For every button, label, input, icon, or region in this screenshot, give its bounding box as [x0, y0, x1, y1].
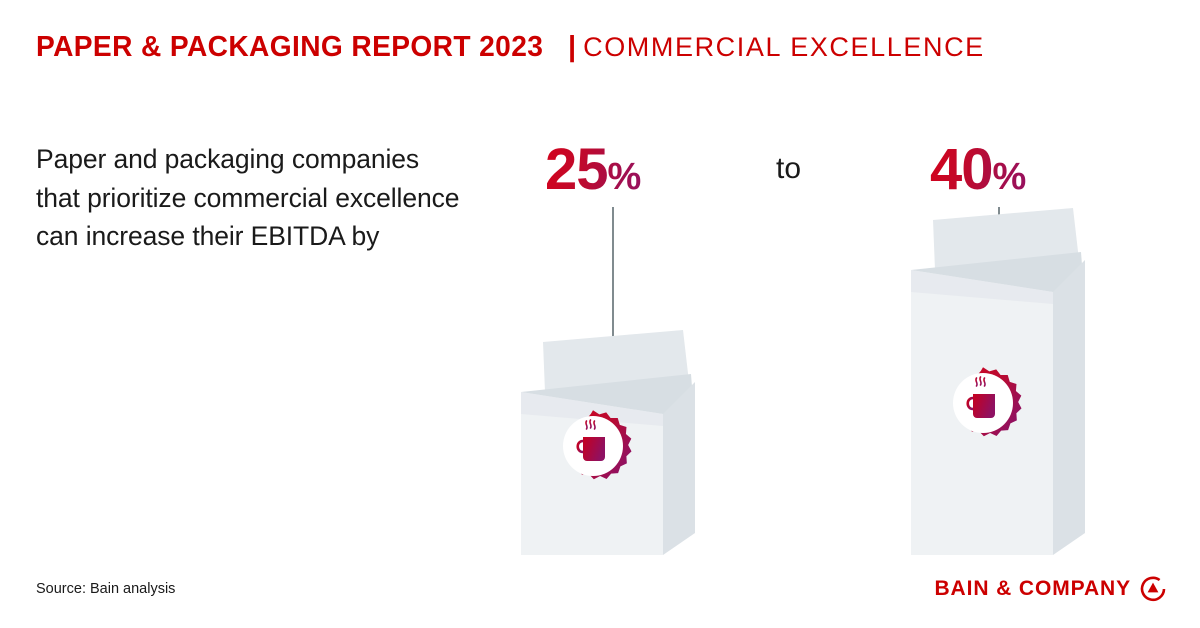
- source-note: Source: Bain analysis: [36, 581, 176, 597]
- bain-logo-text: BAIN & COMPANY: [934, 577, 1131, 600]
- report-title-light: COMMERCIAL EXCELLENCE: [583, 32, 985, 62]
- stat-value-high: 40%: [930, 141, 1026, 199]
- stat-unit-high: %: [992, 156, 1026, 198]
- coffee-mug-badge-high: [953, 367, 1022, 437]
- range-connector: to: [776, 152, 802, 185]
- report-header: PAPER & PACKAGING REPORT 2023 | COMMERCI…: [36, 31, 985, 64]
- stat-number-low: 25: [545, 137, 608, 202]
- bain-circle-triangle-icon: [1140, 576, 1166, 602]
- main-statement: Paper and packaging companies that prior…: [36, 144, 460, 251]
- stat-unit-low: %: [607, 156, 641, 198]
- coffee-bag-illustration-high: [895, 208, 1111, 555]
- stat-value-low: 25%: [545, 141, 641, 199]
- header-separator: |: [567, 31, 577, 63]
- coffee-bag-illustration-low: [505, 330, 721, 555]
- coffee-mug-badge-low: [563, 410, 632, 480]
- bain-logo: BAIN & COMPANY: [934, 576, 1166, 602]
- stat-number-high: 40: [930, 137, 993, 202]
- report-title-bold: PAPER & PACKAGING REPORT 2023: [36, 31, 544, 63]
- leader-stem-low: [612, 207, 614, 388]
